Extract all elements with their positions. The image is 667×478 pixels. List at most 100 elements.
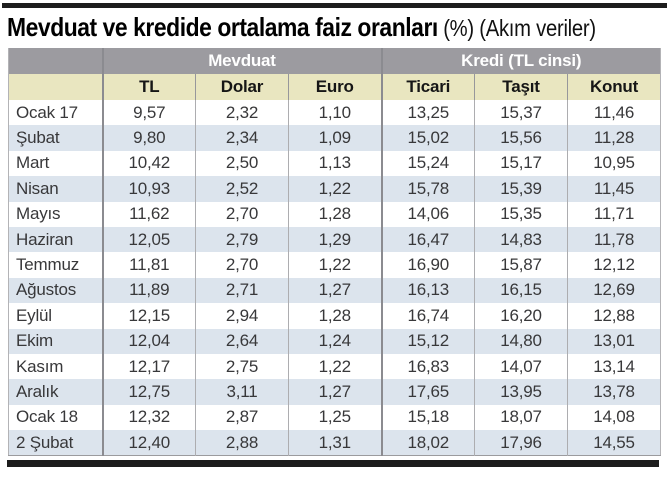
table-row: Mayıs 11,62 2,70 1,28 14,06 15,35 11,71 [8,201,661,227]
value-cell: 18,07 [474,404,568,431]
value-cell: 14,80 [474,328,568,354]
value-cell: 18,02 [380,430,475,456]
row-label: Ekim [8,328,103,354]
value-cell: 2,79 [195,226,289,253]
value-cell: 1,22 [288,252,382,278]
value-cell: 15,02 [380,125,475,151]
group-header-kredi: Kredi (TL cinsi) [380,48,661,74]
value-cell: 3,11 [195,379,289,405]
value-cell: 16,15 [474,277,568,304]
value-cell: 1,22 [288,176,382,202]
column-header-konut: Konut [567,74,661,100]
value-cell: 2,52 [195,176,289,202]
value-cell: 1,27 [288,379,382,405]
table-row: Ağustos 11,89 2,71 1,27 16,13 16,15 12,69 [8,277,661,304]
value-cell: 13,14 [567,353,661,380]
value-cell: 2,50 [195,150,289,177]
table-row: Aralık 12,75 3,11 1,27 17,65 13,95 13,78 [8,379,661,405]
value-cell: 13,78 [567,379,661,405]
value-cell: 12,05 [101,226,196,253]
value-cell: 16,74 [380,303,475,329]
column-header-dolar: Dolar [195,74,289,100]
value-cell: 9,80 [101,125,196,151]
rates-table: Mevduat Kredi (TL cinsi) TL Dolar Euro T… [8,48,661,457]
page-title: Mevduat ve kredide ortalama faiz oranlar… [7,12,596,43]
value-cell: 2,87 [195,404,289,431]
value-cell: 15,24 [380,150,475,177]
corner-cell [8,48,103,74]
value-cell: 9,57 [101,100,196,126]
value-cell: 15,37 [474,100,568,126]
value-cell: 11,78 [567,226,661,253]
row-label: Kasım [8,353,103,380]
value-cell: 2,71 [195,277,289,304]
row-label: Temmuz [8,252,103,278]
column-header-row: TL Dolar Euro Ticari Taşıt Konut [8,74,661,100]
group-header-mevduat: Mevduat [101,48,382,74]
row-label: Mayıs [8,201,103,227]
value-cell: 11,28 [567,125,661,151]
table-row: 2 Şubat 12,40 2,88 1,31 18,02 17,96 14,55 [8,430,661,456]
value-cell: 17,65 [380,379,475,405]
value-cell: 12,88 [567,303,661,329]
value-cell: 12,75 [101,379,196,405]
value-cell: 1,22 [288,353,382,380]
table-row: Kasım 12,17 2,75 1,22 16,83 14,07 13,14 [8,353,661,380]
value-cell: 13,95 [474,379,568,405]
table-row: Şubat 9,80 2,34 1,09 15,02 15,56 11,28 [8,125,661,151]
value-cell: 11,89 [101,277,196,304]
value-cell: 15,17 [474,150,568,177]
table-row: Mart 10,42 2,50 1,13 15,24 15,17 10,95 [8,150,661,177]
value-cell: 15,87 [474,252,568,278]
row-label: Ocak 17 [8,100,103,126]
value-cell: 16,20 [474,303,568,329]
value-cell: 16,47 [380,226,475,253]
value-cell: 1,28 [288,303,382,329]
value-cell: 12,32 [101,404,196,431]
value-cell: 15,12 [380,328,475,354]
value-cell: 15,35 [474,201,568,227]
row-label: 2 Şubat [8,430,103,456]
value-cell: 13,01 [567,328,661,354]
value-cell: 1,13 [288,150,382,177]
table-row: Ocak 18 12,32 2,87 1,25 15,18 18,07 14,08 [8,404,661,431]
value-cell: 2,94 [195,303,289,329]
table-row: Nisan 10,93 2,52 1,22 15,78 15,39 11,45 [8,176,661,202]
value-cell: 1,28 [288,201,382,227]
value-cell: 1,29 [288,226,382,253]
value-cell: 14,55 [567,430,661,456]
bottom-rule [7,460,659,467]
value-cell: 12,17 [101,353,196,380]
value-cell: 12,69 [567,277,661,304]
row-label: Şubat [8,125,103,151]
value-cell: 2,88 [195,430,289,456]
table-row: Ocak 17 9,57 2,32 1,10 13,25 15,37 11,46 [8,100,661,126]
table-row: Haziran 12,05 2,79 1,29 16,47 14,83 11,78 [8,226,661,253]
value-cell: 14,83 [474,226,568,253]
table-body: Ocak 17 9,57 2,32 1,10 13,25 15,37 11,46 Şubat 9… [8,100,661,456]
top-rule [2,3,667,8]
value-cell: 14,06 [380,201,475,227]
value-cell: 11,81 [101,252,196,278]
value-cell: 10,93 [101,176,196,202]
value-cell: 11,46 [567,100,661,126]
value-cell: 15,39 [474,176,568,202]
value-cell: 14,08 [567,404,661,431]
value-cell: 12,40 [101,430,196,456]
value-cell: 13,25 [380,100,475,126]
row-label: Eylül [8,303,103,329]
title-suffix: (%) (Akım veriler) [437,15,596,41]
row-label: Ocak 18 [8,404,103,431]
value-cell: 10,95 [567,150,661,177]
value-cell: 15,78 [380,176,475,202]
value-cell: 1,27 [288,277,382,304]
row-label: Nisan [8,176,103,202]
value-cell: 17,96 [474,430,568,456]
value-cell: 11,45 [567,176,661,202]
value-cell: 2,75 [195,353,289,380]
value-cell: 16,13 [380,277,475,304]
value-cell: 2,34 [195,125,289,151]
value-cell: 15,56 [474,125,568,151]
row-label: Mart [8,150,103,177]
value-cell: 11,62 [101,201,196,227]
